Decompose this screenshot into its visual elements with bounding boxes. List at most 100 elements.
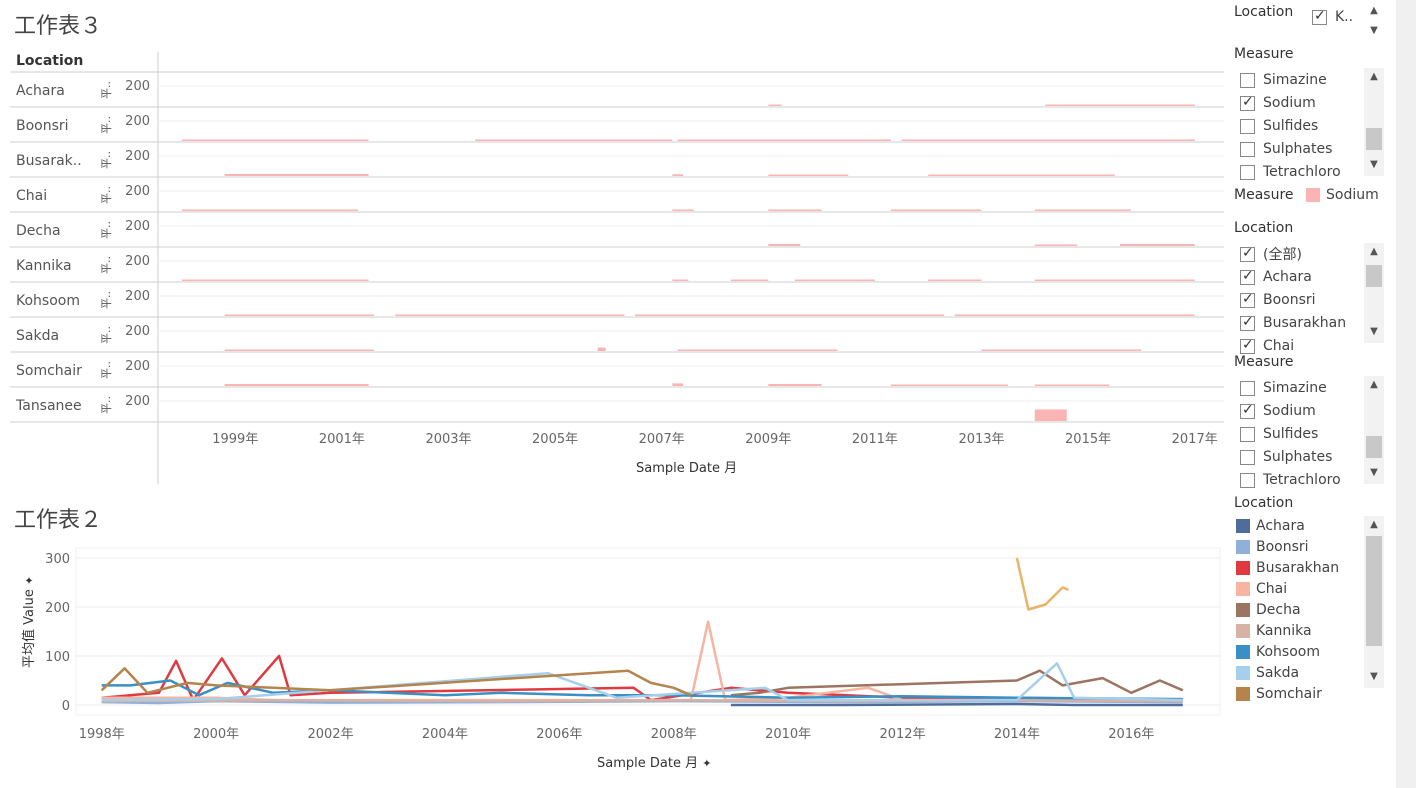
measure-legend-item[interactable]: Sodium — [1306, 187, 1379, 203]
legend-swatch — [1236, 644, 1250, 659]
measure-filter-1-item[interactable]: Simazine — [1240, 69, 1327, 91]
sheet2-chart: 300 200 100 0 1998年 2000年 2002年 2004年 2006年 2008年… — [45, 547, 1221, 742]
checkbox[interactable] — [1240, 245, 1255, 262]
row-label: Busarak.. — [16, 153, 82, 169]
location-legend-item[interactable]: Sakda — [1236, 662, 1299, 683]
location-legend-label: Achara — [1256, 517, 1305, 534]
chevron-up-icon[interactable]: ▲ — [1370, 519, 1378, 530]
chevron-down-icon[interactable]: ▼ — [1370, 467, 1378, 478]
location-filter-item[interactable]: Boonsri — [1240, 289, 1316, 311]
row-axis-label: 平.. — [100, 186, 113, 204]
checkbox[interactable] — [1240, 337, 1255, 354]
measure-filter-1-item[interactable]: Sulfides — [1240, 115, 1318, 137]
chevron-down-icon[interactable]: ▼ — [1370, 25, 1378, 36]
chevron-down-icon[interactable]: ▼ — [1370, 671, 1378, 682]
location-filter-scrollbar[interactable]: ▲ ▼ — [1364, 243, 1384, 343]
location-legend-item[interactable]: Achara — [1236, 515, 1305, 536]
legend-swatch — [1236, 665, 1250, 680]
measure-filter-1-item-label: Sulphates — [1263, 141, 1333, 157]
location-filter-item[interactable]: Chai — [1240, 335, 1294, 357]
x-tick-label: 2003年 — [425, 432, 471, 447]
location-legend-label: Boonsri — [1256, 538, 1309, 555]
location-legend-item[interactable]: Chai — [1236, 578, 1287, 599]
pin-icon[interactable]: ✦ — [23, 575, 36, 586]
location-filter-item[interactable]: Achara — [1240, 266, 1312, 288]
area-segment — [677, 349, 838, 351]
x-tick-label: 2009年 — [745, 432, 791, 447]
checkbox[interactable] — [1240, 426, 1255, 442]
row-axis-label: 平.. — [100, 116, 113, 134]
location-filter-item[interactable]: Busarakhan — [1240, 312, 1346, 334]
measure-filter-2-item[interactable]: Sulfides — [1240, 423, 1318, 445]
row-label: Achara — [16, 83, 65, 99]
location-legend-label: Somchair — [1256, 685, 1322, 702]
location-legend-item[interactable]: Kohsoom — [1236, 641, 1320, 662]
location-legend-item[interactable]: Decha — [1236, 599, 1301, 620]
sheet2-y-title-text: 平均值 Value — [22, 589, 37, 668]
checkbox[interactable] — [1240, 268, 1255, 285]
measure-filter-2-item[interactable]: Tetrachloro — [1240, 469, 1341, 491]
checkbox[interactable] — [1240, 72, 1255, 88]
measure-filter-1-scrollbar[interactable]: ▲ ▼ — [1364, 68, 1384, 176]
top-location-scrollbar[interactable]: ▲ ▼ — [1364, 4, 1384, 38]
area-segment — [890, 209, 982, 211]
area-segment — [928, 174, 1115, 176]
area-segment — [224, 383, 369, 386]
checkbox[interactable] — [1240, 314, 1255, 331]
location-legend-scrollbar[interactable]: ▲ ▼ — [1364, 516, 1384, 688]
measure-filter-2-scrollbar[interactable]: ▲ ▼ — [1364, 376, 1384, 484]
checkbox[interactable] — [1240, 449, 1255, 465]
area-segment — [635, 314, 945, 316]
x-tick-label: 2011年 — [852, 432, 898, 447]
checkbox[interactable] — [1312, 8, 1327, 25]
chevron-up-icon[interactable]: ▲ — [1370, 5, 1378, 16]
location-legend-item[interactable]: Busarakhan — [1236, 557, 1339, 578]
checkbox[interactable] — [1240, 141, 1255, 157]
area-segment — [890, 384, 1009, 386]
measure-legend-label: Sodium — [1326, 187, 1379, 203]
y-tick-label: 300 — [45, 552, 70, 567]
measure-filter-1-item[interactable]: Tetrachloro — [1240, 161, 1341, 183]
x-tick-label: 2004年 — [422, 727, 468, 742]
scroll-thumb[interactable] — [1366, 128, 1382, 150]
checkbox[interactable] — [1240, 472, 1255, 488]
chevron-up-icon[interactable]: ▲ — [1370, 246, 1378, 257]
measure-filter-2-item[interactable]: Sodium — [1240, 400, 1316, 422]
area-segment — [224, 173, 369, 176]
measure-filter-2-item[interactable]: Simazine — [1240, 377, 1327, 399]
window-gutter — [1396, 0, 1416, 788]
scroll-thumb[interactable] — [1366, 265, 1382, 287]
area-segment — [981, 349, 1142, 351]
area-segment — [672, 279, 689, 281]
scroll-thumb[interactable] — [1366, 536, 1382, 646]
location-filter-item[interactable]: (全部) — [1240, 243, 1302, 265]
checkbox[interactable] — [1240, 164, 1255, 180]
scroll-thumb[interactable] — [1366, 436, 1382, 458]
pin-icon[interactable]: ✦ — [702, 757, 712, 770]
measure-filter-2-item[interactable]: Sulphates — [1240, 446, 1332, 468]
measure-filter-1-item[interactable]: Sodium — [1240, 92, 1316, 114]
location-legend-item[interactable]: Boonsri — [1236, 536, 1309, 557]
area-segment — [928, 279, 982, 281]
chevron-down-icon[interactable]: ▼ — [1370, 326, 1378, 337]
checkbox[interactable] — [1240, 291, 1255, 308]
checkbox[interactable] — [1240, 380, 1255, 396]
checkbox[interactable] — [1240, 94, 1255, 111]
measure-filter-1-item[interactable]: Sulphates — [1240, 138, 1332, 160]
location-legend-item[interactable]: Somchair — [1236, 683, 1322, 704]
location-legend-label: Kannika — [1256, 622, 1312, 639]
series-line-somchair — [100, 667, 692, 697]
checkbox[interactable] — [1240, 118, 1255, 134]
location-legend-item[interactable]: Kannika — [1236, 620, 1312, 641]
measure-filter-2-item-label: Sulphates — [1263, 449, 1333, 465]
row-axis-label: 平.. — [100, 221, 113, 239]
checkbox[interactable] — [1240, 402, 1255, 419]
measure-filter-2-item-label: Sulfides — [1263, 426, 1319, 442]
x-tick-label: 2015年 — [1065, 432, 1111, 447]
area-segment — [1045, 104, 1195, 106]
row-label: Boonsri — [16, 118, 69, 134]
chevron-up-icon[interactable]: ▲ — [1370, 71, 1378, 82]
chevron-up-icon[interactable]: ▲ — [1370, 379, 1378, 390]
top-location-item[interactable]: K.. — [1312, 6, 1353, 28]
chevron-down-icon[interactable]: ▼ — [1370, 159, 1378, 170]
